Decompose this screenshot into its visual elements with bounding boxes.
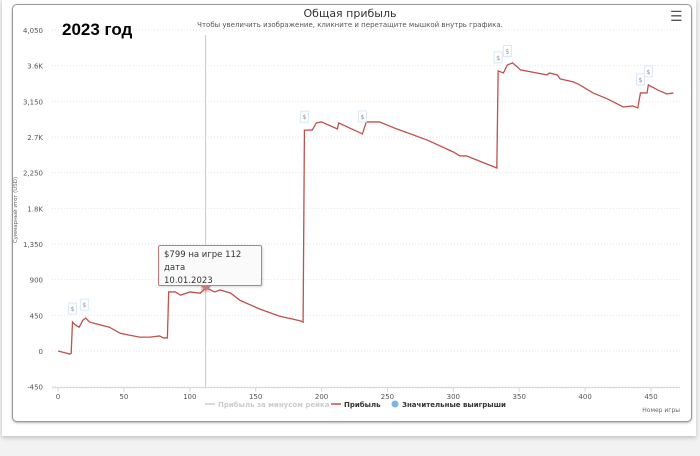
x-tick-label: 400 [578, 393, 591, 401]
x-tick-label: 200 [315, 393, 328, 401]
big-win-flag [79, 298, 89, 311]
tooltip-line2: 10.01.2023 [164, 276, 213, 286]
year-label: 2023 год [62, 20, 133, 39]
chart-container[interactable] [12, 4, 692, 422]
y-tick-label: 2,250 [23, 170, 43, 178]
y-tick-label: 900 [30, 277, 43, 285]
x-tick-label: 50 [119, 393, 128, 401]
y-tick-label: 2.7K [27, 134, 43, 142]
page [2, 0, 696, 436]
big-win-flag [643, 65, 653, 78]
y-tick-label: 4,050 [23, 27, 43, 35]
big-win-flag-label: $ [646, 68, 650, 76]
big-win-flag-label: $ [70, 305, 74, 313]
x-tick-label: 0 [56, 393, 60, 401]
x-tick-label: 450 [644, 393, 657, 401]
big-win-flag-label: $ [360, 113, 364, 121]
big-win-flag-label: $ [82, 301, 86, 309]
x-axis-label: Номер игры [642, 407, 680, 414]
y-tick-label: 450 [30, 312, 43, 320]
big-win-flag-label: $ [496, 54, 500, 62]
legend-rake[interactable]: Прибыль за минусом рейка [218, 401, 330, 409]
y-tick-label: 1,350 [23, 241, 43, 249]
y-tick-label: -450 [27, 384, 43, 392]
y-tick-label: 3,150 [23, 98, 43, 106]
y-tick-label: 0 [39, 348, 43, 356]
big-win-flag-label: $ [302, 113, 306, 121]
x-tick-label: 350 [513, 393, 526, 401]
tooltip-line1: $799 на игре 112 дата [164, 250, 242, 273]
chart-title: Общая прибыль [304, 7, 397, 20]
big-win-flag-label: $ [505, 47, 509, 55]
chart-subtitle: Чтобы увеличить изображение, кликните и … [197, 21, 503, 29]
y-tick-label: 3.6K [27, 63, 43, 71]
series-line-profit [57, 62, 674, 355]
x-tick-label: 300 [447, 393, 460, 401]
big-win-flag [299, 110, 309, 123]
big-win-flag [67, 302, 77, 315]
big-win-flag [357, 110, 367, 123]
big-win-flag [635, 73, 645, 86]
legend-bigwins[interactable]: Значительные выигрыши [402, 401, 506, 409]
legend-bigwins-swatch[interactable] [391, 400, 399, 408]
big-win-flag-label: $ [638, 76, 642, 84]
big-win-flag [493, 51, 503, 64]
x-tick-label: 250 [381, 393, 394, 401]
y-tick-label: 1.8K [27, 205, 43, 213]
legend-profit[interactable]: Прибыль [344, 401, 381, 409]
x-tick-label: 150 [249, 393, 262, 401]
tooltip: $799 на игре 112 дата 10.01.2023 [158, 245, 262, 291]
hamburger-icon[interactable]: ☰ [670, 9, 683, 25]
x-tick-label: 100 [183, 393, 196, 401]
big-win-flag [502, 44, 512, 57]
y-axis-label: Суммарный итог (USD) [12, 177, 19, 243]
